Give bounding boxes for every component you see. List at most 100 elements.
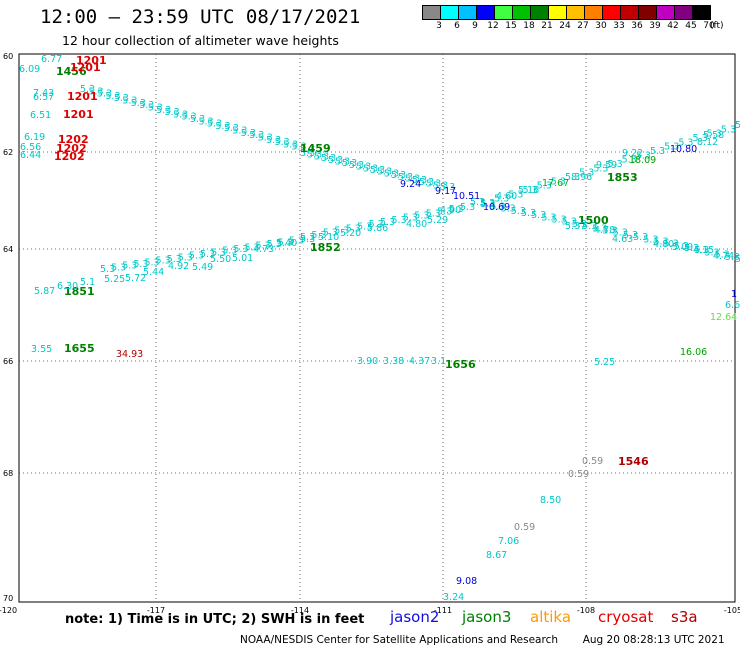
track-reading: 5.3 (541, 212, 556, 223)
track-reading: 5.3 (311, 230, 326, 241)
track-reading: 5.3 (363, 163, 378, 174)
wave-height-color-scale (422, 5, 711, 20)
track-reading: 5.3 (694, 245, 709, 256)
scale-label: 9 (472, 21, 478, 31)
track-reading: 5.3 (342, 158, 357, 169)
track-reading: 5.3 (490, 201, 505, 212)
wave-height-label: 9.17 (435, 186, 456, 197)
track-reading: 5.3 (249, 130, 264, 141)
track-reading: 5.3 (523, 185, 538, 196)
track-reading: 5.3 (412, 175, 427, 186)
track-reading: 5.3 (653, 236, 668, 247)
track-reading: 5.3 (521, 208, 536, 219)
track-reading: 5.3 (552, 215, 567, 226)
track-reading: 5.3 (623, 230, 638, 241)
track-reading: 5.3 (178, 252, 193, 263)
pass-time-label: 1456 (56, 65, 87, 78)
track-reading: 5.3 (384, 168, 399, 179)
scale-label: 33 (613, 21, 625, 31)
track-reading: 5.3 (300, 144, 315, 155)
track-reading: 5.3 (289, 236, 304, 247)
pass-time-label: 1656 (445, 358, 476, 371)
track-reading: 5.3 (198, 116, 213, 127)
track-reading: 5.3 (211, 247, 226, 258)
track-reading: 5.3 (636, 150, 651, 161)
track-reading: 5.3 (437, 206, 452, 217)
track-reading: 5.3 (735, 254, 740, 265)
wave-height-label: 5.49 (192, 262, 213, 273)
wave-height-label: 6.44 (20, 150, 41, 161)
track-reading: 5.3 (292, 142, 307, 153)
axis-labels: 60 62 64 66 68 70 -120 -117 -114 -111 -108 -105 (0, 52, 740, 615)
map-title: 12:00 – 23:59 UTC 08/17/2021 (40, 6, 361, 28)
track-reading: 5.3 (715, 250, 730, 261)
track-reading: 5.3 (182, 112, 197, 123)
track-reading: 5.3 (511, 206, 526, 217)
wave-height-label: 9.22 (622, 148, 643, 159)
track-reading: 5.3 (480, 199, 495, 210)
wave-height-label: 5.87 (34, 286, 55, 297)
track-reading: 5.3 (369, 219, 384, 230)
track-reading: 5.3 (349, 160, 364, 171)
track-reading: 5.3 (531, 210, 546, 221)
wave-height-label: 10.80 (670, 144, 697, 155)
track-reading: 5.3 (232, 126, 247, 137)
scale-label: 70 (703, 21, 715, 31)
track-reading: 5.3 (314, 151, 329, 162)
track-reading: 5.3 (608, 159, 623, 170)
track-reading: 5.3 (122, 96, 137, 107)
wave-height-label: 0.59 (514, 522, 535, 533)
track-reading: 5.3 (233, 244, 248, 255)
pass-time-label: 1546 (618, 455, 649, 468)
track-reading: 5.3 (241, 128, 256, 139)
scale-label: 42 (667, 21, 679, 31)
track-reading: 5.3 (725, 252, 740, 263)
track-reading: 5.3 (592, 223, 607, 234)
track-reading: 5.3 (674, 241, 689, 252)
wave-height-label: 4.63 (612, 234, 633, 245)
legend-cryosat: cryosat (598, 608, 654, 626)
track-reading: 5.3 (593, 163, 608, 174)
track-reading: 5.3 (335, 157, 350, 168)
wave-height-label: 5.10 (318, 232, 339, 243)
track-reading: 5.3 (501, 204, 516, 215)
track-reading: 5.3 (148, 102, 163, 113)
track-reading: 5.3 (735, 120, 740, 131)
track-reading: 5.3 (460, 202, 475, 213)
track-reading: 5.3 (224, 123, 239, 134)
wave-height-label: 5.50 (210, 254, 231, 265)
track-reading: 5.3 (398, 172, 413, 183)
scale-label: 24 (559, 21, 571, 31)
track-reading: 5.3 (300, 232, 315, 243)
track-reading: 5.3 (603, 226, 618, 237)
latitude-label: 70 (3, 594, 13, 603)
track-reading: 5.3 (582, 221, 597, 232)
color-scale-labels: 3 6 9 12 15 18 21 24 27 30 33 36 39 42 45 70 (422, 21, 732, 33)
wave-height-label: 3.24 (443, 592, 464, 603)
color-scale-unit: (ft) (710, 21, 724, 31)
wave-height-label: 4.60 (496, 191, 517, 202)
track-reading: 5.3 (356, 162, 371, 173)
track-reading: 5.3 (419, 177, 434, 188)
wave-height-label: 5.20 (340, 228, 361, 239)
track-reading: 5.3 (508, 189, 523, 200)
pass-time-label: 1202 (54, 150, 85, 163)
wave-height-label: 4.37 (409, 356, 430, 367)
wave-height-label: 18.09 (629, 155, 656, 166)
track-reading: 5.3 (144, 257, 159, 268)
track-reading: 5.3 (704, 247, 719, 258)
track-reading: 5.3 (244, 242, 259, 253)
legend-s3a: s3a (671, 608, 698, 626)
track-reading: 5.3 (283, 139, 298, 150)
wave-height-labels: 6.776.09 7.436.57 6.51 6.196.566.44 5.588.12… (19, 54, 740, 603)
scale-label: 39 (649, 21, 661, 31)
legend-jason2: jason2 (390, 608, 440, 626)
track-reading: 5.3 (721, 124, 736, 135)
latitude-label: 64 (3, 245, 13, 254)
wave-height-label: 5.1 (80, 277, 95, 288)
longitude-label: -111 (434, 606, 452, 615)
pass-time-label: 1201 (70, 61, 101, 74)
wave-height-label: 5.25 (104, 274, 125, 285)
wave-height-label: 9.24 (400, 179, 421, 190)
track-reading: 5.3 (165, 107, 180, 118)
